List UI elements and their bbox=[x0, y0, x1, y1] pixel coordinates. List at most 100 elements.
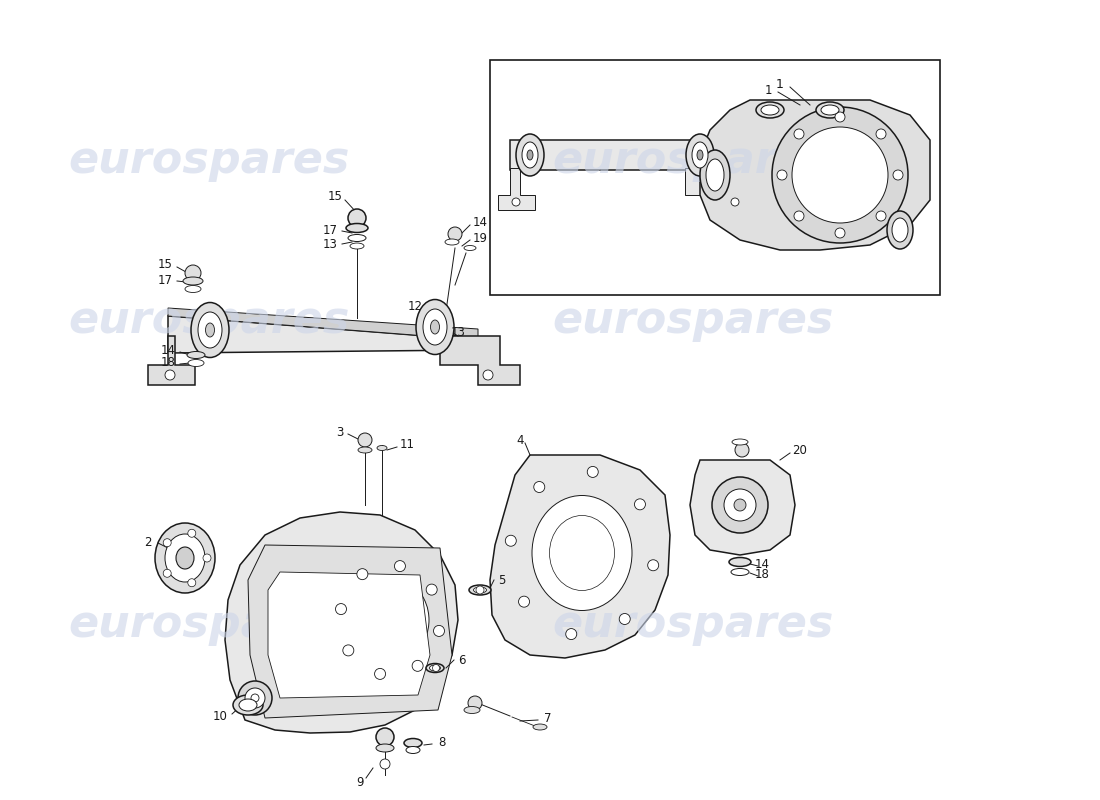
Ellipse shape bbox=[887, 211, 913, 249]
Circle shape bbox=[565, 629, 576, 639]
Text: eurospares: eurospares bbox=[552, 298, 834, 342]
Ellipse shape bbox=[191, 302, 229, 358]
Circle shape bbox=[876, 211, 886, 221]
Text: 1: 1 bbox=[764, 83, 772, 97]
Ellipse shape bbox=[732, 569, 749, 575]
Polygon shape bbox=[268, 572, 430, 698]
Circle shape bbox=[376, 728, 394, 746]
Text: 20: 20 bbox=[793, 443, 807, 457]
Polygon shape bbox=[685, 168, 750, 210]
Circle shape bbox=[165, 370, 175, 380]
Ellipse shape bbox=[686, 134, 714, 176]
Ellipse shape bbox=[692, 142, 708, 168]
Circle shape bbox=[794, 211, 804, 221]
Circle shape bbox=[724, 489, 756, 521]
Text: eurospares: eurospares bbox=[552, 138, 834, 182]
Ellipse shape bbox=[522, 142, 538, 168]
Text: 14: 14 bbox=[755, 558, 770, 570]
Polygon shape bbox=[498, 168, 535, 210]
Ellipse shape bbox=[185, 286, 201, 293]
Ellipse shape bbox=[351, 577, 429, 663]
Ellipse shape bbox=[155, 523, 214, 593]
Circle shape bbox=[734, 499, 746, 511]
Ellipse shape bbox=[464, 246, 476, 250]
Circle shape bbox=[619, 614, 630, 625]
Ellipse shape bbox=[251, 694, 258, 702]
Ellipse shape bbox=[198, 312, 222, 348]
Text: 10: 10 bbox=[212, 710, 228, 722]
Circle shape bbox=[835, 112, 845, 122]
Text: 3: 3 bbox=[337, 426, 343, 438]
Circle shape bbox=[448, 227, 462, 241]
Circle shape bbox=[772, 107, 908, 243]
Ellipse shape bbox=[430, 320, 440, 334]
Ellipse shape bbox=[404, 738, 422, 747]
Ellipse shape bbox=[816, 102, 844, 118]
Circle shape bbox=[732, 198, 739, 206]
Ellipse shape bbox=[239, 699, 257, 711]
Ellipse shape bbox=[761, 105, 779, 115]
Circle shape bbox=[163, 570, 172, 578]
Circle shape bbox=[893, 170, 903, 180]
Ellipse shape bbox=[188, 359, 204, 366]
Circle shape bbox=[343, 645, 354, 656]
Ellipse shape bbox=[516, 134, 544, 176]
Text: 11: 11 bbox=[399, 438, 415, 451]
Circle shape bbox=[432, 665, 440, 671]
Ellipse shape bbox=[821, 105, 839, 115]
Ellipse shape bbox=[350, 243, 364, 249]
Ellipse shape bbox=[446, 239, 459, 245]
Circle shape bbox=[792, 127, 888, 223]
Ellipse shape bbox=[348, 234, 366, 242]
Text: eurospares: eurospares bbox=[552, 602, 834, 646]
Polygon shape bbox=[510, 140, 720, 170]
Ellipse shape bbox=[233, 695, 263, 715]
Ellipse shape bbox=[729, 558, 751, 566]
Ellipse shape bbox=[706, 159, 724, 191]
Ellipse shape bbox=[377, 446, 387, 450]
Circle shape bbox=[188, 578, 196, 586]
Circle shape bbox=[336, 603, 346, 614]
Text: 5: 5 bbox=[498, 574, 506, 586]
Ellipse shape bbox=[469, 585, 491, 595]
Ellipse shape bbox=[426, 663, 444, 673]
Text: 6: 6 bbox=[459, 654, 465, 666]
Circle shape bbox=[476, 586, 484, 594]
Text: 13: 13 bbox=[322, 238, 338, 250]
Circle shape bbox=[433, 626, 444, 637]
Text: eurospares: eurospares bbox=[68, 602, 350, 646]
Polygon shape bbox=[168, 316, 478, 353]
Ellipse shape bbox=[527, 150, 534, 160]
Circle shape bbox=[188, 530, 196, 538]
Ellipse shape bbox=[473, 587, 486, 593]
Ellipse shape bbox=[165, 534, 205, 582]
Circle shape bbox=[777, 170, 786, 180]
Circle shape bbox=[356, 569, 367, 580]
Polygon shape bbox=[168, 308, 478, 340]
Ellipse shape bbox=[376, 744, 394, 752]
Circle shape bbox=[348, 209, 366, 227]
Circle shape bbox=[876, 129, 886, 139]
Text: 17: 17 bbox=[322, 225, 338, 238]
Text: 8: 8 bbox=[438, 735, 446, 749]
Circle shape bbox=[518, 596, 529, 607]
Text: 18: 18 bbox=[755, 569, 769, 582]
Ellipse shape bbox=[346, 223, 368, 233]
Ellipse shape bbox=[358, 447, 372, 453]
Text: 14: 14 bbox=[473, 215, 487, 229]
Ellipse shape bbox=[336, 560, 446, 680]
Ellipse shape bbox=[550, 515, 615, 590]
Text: 7: 7 bbox=[544, 711, 552, 725]
Ellipse shape bbox=[700, 150, 730, 200]
Text: 14: 14 bbox=[161, 343, 176, 357]
Ellipse shape bbox=[416, 299, 454, 354]
Ellipse shape bbox=[245, 688, 265, 708]
Text: 18: 18 bbox=[161, 357, 175, 370]
Circle shape bbox=[395, 561, 406, 571]
Text: 15: 15 bbox=[328, 190, 342, 203]
Circle shape bbox=[835, 228, 845, 238]
Text: 17: 17 bbox=[157, 274, 173, 287]
Ellipse shape bbox=[187, 351, 205, 358]
Circle shape bbox=[635, 499, 646, 510]
Circle shape bbox=[185, 265, 201, 281]
